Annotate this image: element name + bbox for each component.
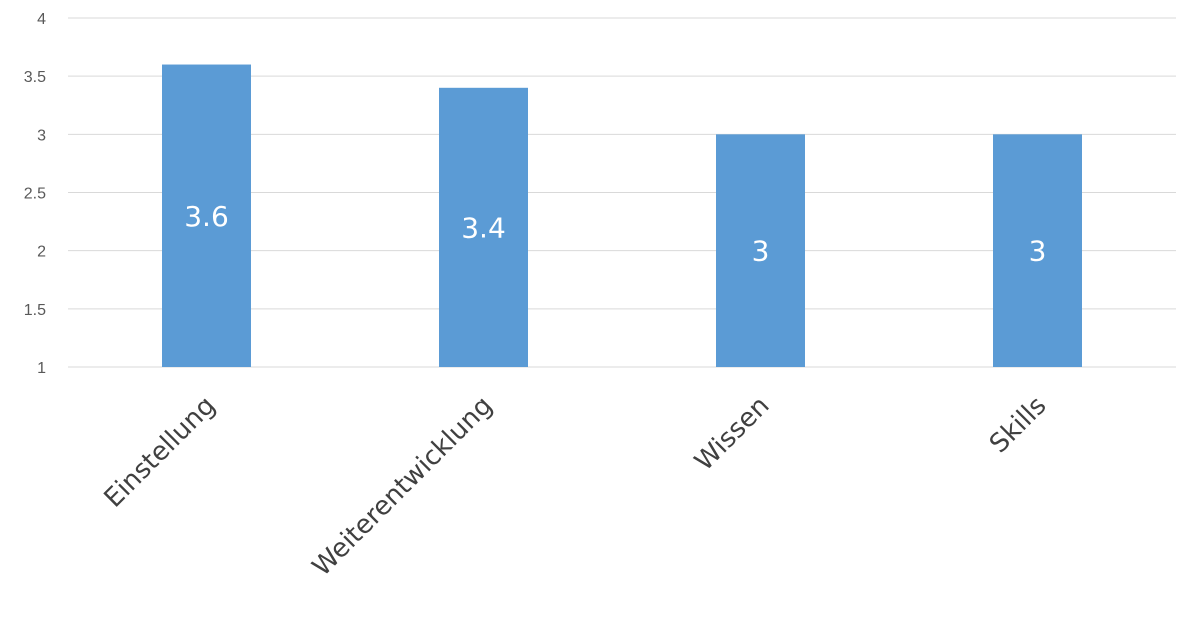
y-tick-label: 2 (37, 244, 46, 261)
data-label: 3 (1029, 235, 1047, 268)
bars (162, 64, 1082, 368)
bar (439, 87, 528, 368)
gridlines (68, 17, 1176, 368)
y-tick-label: 3 (37, 127, 46, 144)
bar (162, 64, 251, 368)
data-label: 3.6 (184, 200, 229, 233)
data-labels: 3.6 3.4 3 3 (184, 200, 1046, 268)
x-axis: Einstellung Weiterentwicklung Wissen Skills (99, 391, 1053, 583)
bar (993, 134, 1082, 367)
y-tick-label: 4 (37, 11, 46, 28)
y-axis: 1 1.5 2 2.5 3 3.5 4 (24, 11, 46, 377)
y-tick-label: 2.5 (24, 186, 46, 203)
y-tick-label: 1 (37, 360, 46, 377)
data-label: 3.4 (461, 211, 506, 244)
x-tick-label: Weiterentwicklung (307, 391, 499, 583)
bar (716, 134, 805, 367)
x-tick-label: Skills (984, 391, 1052, 459)
x-tick-label: Einstellung (99, 391, 222, 514)
y-tick-label: 3.5 (24, 69, 46, 86)
y-tick-label: 1.5 (24, 302, 46, 319)
x-tick-label: Wissen (689, 391, 775, 477)
data-label: 3 (752, 235, 770, 268)
